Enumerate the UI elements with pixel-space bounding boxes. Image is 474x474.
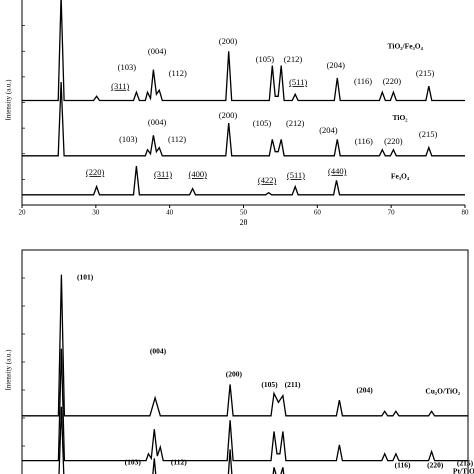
peak-label: (112) — [169, 68, 187, 78]
peak-label: (004) — [150, 347, 167, 356]
trace — [22, 348, 468, 462]
peak-label: (422) — [258, 175, 277, 185]
peak-label: (212) — [286, 118, 305, 128]
trace — [22, 274, 468, 417]
peak-label: (211) — [285, 380, 301, 389]
peak-label: (200) — [226, 370, 243, 379]
peak-label: (116) — [354, 76, 372, 86]
peak-label: (101) — [77, 273, 94, 282]
peak-label: (511) — [287, 170, 305, 180]
peak-label: (215) — [457, 459, 474, 468]
peak-label: (311) — [154, 169, 172, 179]
peak-label: (200) — [219, 110, 238, 120]
peak-label: (400) — [189, 169, 208, 179]
trace — [22, 166, 465, 196]
x-tick-label: 50 — [240, 209, 248, 217]
peak-label: (440) — [328, 166, 347, 176]
x-tick-label: 40 — [166, 209, 174, 217]
y-axis-label: Intensity (a.u.) — [5, 79, 13, 121]
peak-label: (105) — [261, 380, 278, 389]
y-axis-label: Intensity (a.u.) — [5, 349, 13, 391]
peak-label: (112) — [171, 458, 187, 467]
peak-label: (220) — [427, 461, 444, 470]
peak-label: (103) — [119, 134, 138, 144]
plot — [22, 0, 465, 196]
x-tick-label: 70 — [388, 209, 396, 217]
trace — [22, 0, 465, 102]
peak-label: (004) — [148, 117, 167, 127]
peak-label: (103) — [125, 458, 142, 467]
x-tick-label: 20 — [19, 209, 27, 217]
peak-label: Pt/TiO₂ — [453, 467, 474, 474]
peak-label: TiO₂/Fe₃O₄ — [388, 42, 424, 51]
peak-label: (215) — [416, 68, 435, 78]
peak-label: Cu₂O/TiO₂ — [425, 387, 461, 396]
peak-label: (220) — [86, 167, 105, 177]
peak-label: (200) — [219, 36, 238, 46]
frame — [21, 249, 469, 474]
peak-label: (511) — [289, 77, 307, 87]
peak-label: (204) — [319, 125, 338, 135]
plot — [22, 274, 468, 474]
peak-label: (212) — [284, 54, 303, 64]
peak-label: (105) — [253, 118, 272, 128]
peak-label: (004) — [148, 46, 167, 56]
peak-label: (105) — [256, 54, 275, 64]
peak-label: (220) — [384, 136, 403, 146]
peak-label: (116) — [395, 461, 411, 470]
peak-label: Fe₃O₄ — [391, 172, 410, 181]
x-tick-label: 30 — [92, 209, 100, 217]
x-axis-label: 2θ — [240, 218, 248, 227]
trace — [22, 81, 465, 157]
peak-label: TiO₂ — [393, 113, 409, 122]
peak-label: (215) — [419, 129, 438, 139]
peak-label: (220) — [383, 76, 402, 86]
peak-label: (204) — [327, 60, 346, 70]
peak-label: (204) — [357, 386, 374, 395]
peak-label: (311) — [111, 81, 129, 91]
x-tick-label: 60 — [314, 209, 322, 217]
x-tick-label: 80 — [462, 209, 470, 217]
peak-label: (112) — [168, 134, 186, 144]
peak-label: (116) — [355, 136, 373, 146]
peak-label: (103) — [118, 62, 137, 72]
trace — [58, 406, 285, 474]
